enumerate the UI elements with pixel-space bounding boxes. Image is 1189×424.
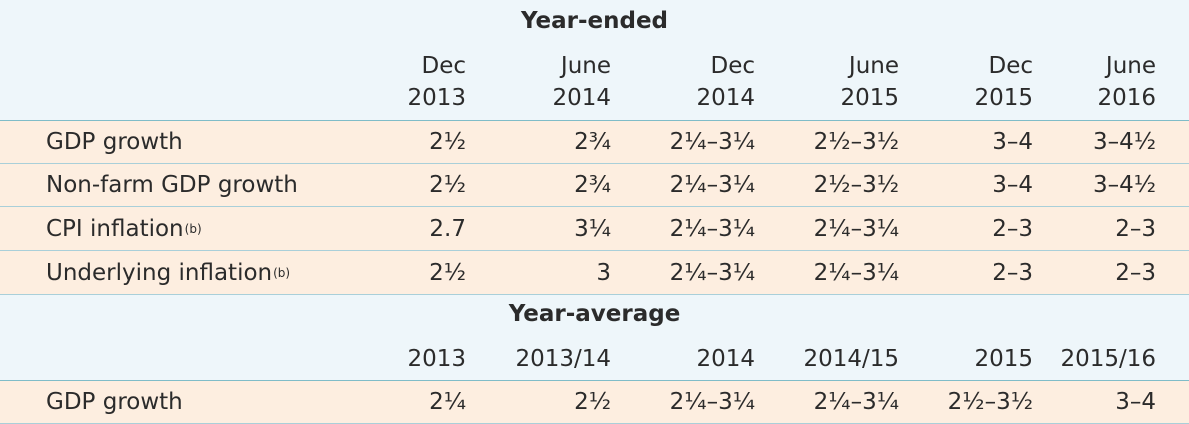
table-cell: 2½ [429,259,466,286]
table-cell: 2¼–3¼ [669,215,755,242]
footnote-marker: (b) [273,265,291,280]
row-label: CPI inflation (b) [46,215,202,242]
table-cell: 2.7 [429,215,466,242]
table-cell: 3–4 [1115,389,1156,415]
table-cell: 2½–3½ [947,389,1033,415]
row-label: GDP growth [46,389,183,415]
table-cell: 2–3 [992,259,1033,286]
table-row: GDP growth 2½ 2¾ 2¼–3¼ 2½–3½ 3–4 3–4½ [0,120,1189,164]
col-header-4: 2014/15 [803,346,899,372]
col-header-6: 2015/16 [1060,346,1156,372]
table-cell: 2¼–3¼ [813,259,899,286]
table-cell: 2½ [429,172,466,198]
table-cell: 2¼–3¼ [669,129,755,155]
col-header-1: Dec 2013 [407,53,466,111]
col-header-3: 2014 [696,346,755,372]
table-cell: 2–3 [992,215,1033,242]
table-row: GDP growth 2¼ 2½ 2¼–3¼ 2¼–3¼ 2½–3½ 3–4 [0,380,1189,424]
year-ended-title: Year-ended [520,8,669,34]
col-header-5: Dec 2015 [974,53,1033,111]
table-row: CPI inflation (b) 2.7 3¼ 2¼–3¼ 2¼–3¼ 2–3 … [0,207,1189,251]
col-header-2: June 2014 [552,53,611,111]
row-label: Underlying inflation (b) [46,259,291,286]
table-row: Underlying inflation (b) 2½ 3 2¼–3¼ 2¼–3¼… [0,251,1189,295]
table-cell: 2½ [429,129,466,155]
table-cell: 2¾ [574,129,611,155]
table-row: Non-farm GDP growth 2½ 2¾ 2¼–3¼ 2½–3½ 3–… [0,164,1189,207]
table-cell: 2½ [574,389,611,415]
col-header-3: Dec 2014 [696,53,755,111]
table-cell: 3–4 [992,129,1033,155]
table-cell: 2¼–3¼ [669,259,755,286]
table-cell: 2¼–3¼ [813,215,899,242]
table-cell: 2¼–3¼ [813,389,899,415]
table-cell: 2¾ [574,172,611,198]
table-cell: 3¼ [574,215,611,242]
table-cell: 2¼–3¼ [669,172,755,198]
table-cell: 3–4½ [1092,129,1156,155]
table-cell: 2½–3½ [813,129,899,155]
table-cell: 2½–3½ [813,172,899,198]
col-header-2: 2013/14 [515,346,611,372]
year-ended-header: Year-ended Dec 2013 June 2014 Dec 2014 June… [0,0,1189,120]
col-header-5: 2015 [974,346,1033,372]
col-header-1: 2013 [407,346,466,372]
table-cell: 3–4 [992,172,1033,198]
row-label: GDP growth [46,129,183,155]
col-header-4: June 2015 [840,53,899,111]
row-label: Non-farm GDP growth [46,172,298,198]
year-average-title: Year-average [508,301,681,327]
table-cell: 2–3 [1115,215,1156,242]
table-cell: 2¼–3¼ [669,389,755,415]
footnote-marker: (b) [184,221,202,236]
table-cell: 3 [596,259,611,286]
table-cell: 2¼ [429,389,466,415]
col-header-6: June 2016 [1097,53,1156,111]
year-average-header: Year-average 2013 2013/14 2014 2014/15 2… [0,295,1189,380]
table-cell: 2–3 [1115,259,1156,286]
table-cell: 3–4½ [1092,172,1156,198]
